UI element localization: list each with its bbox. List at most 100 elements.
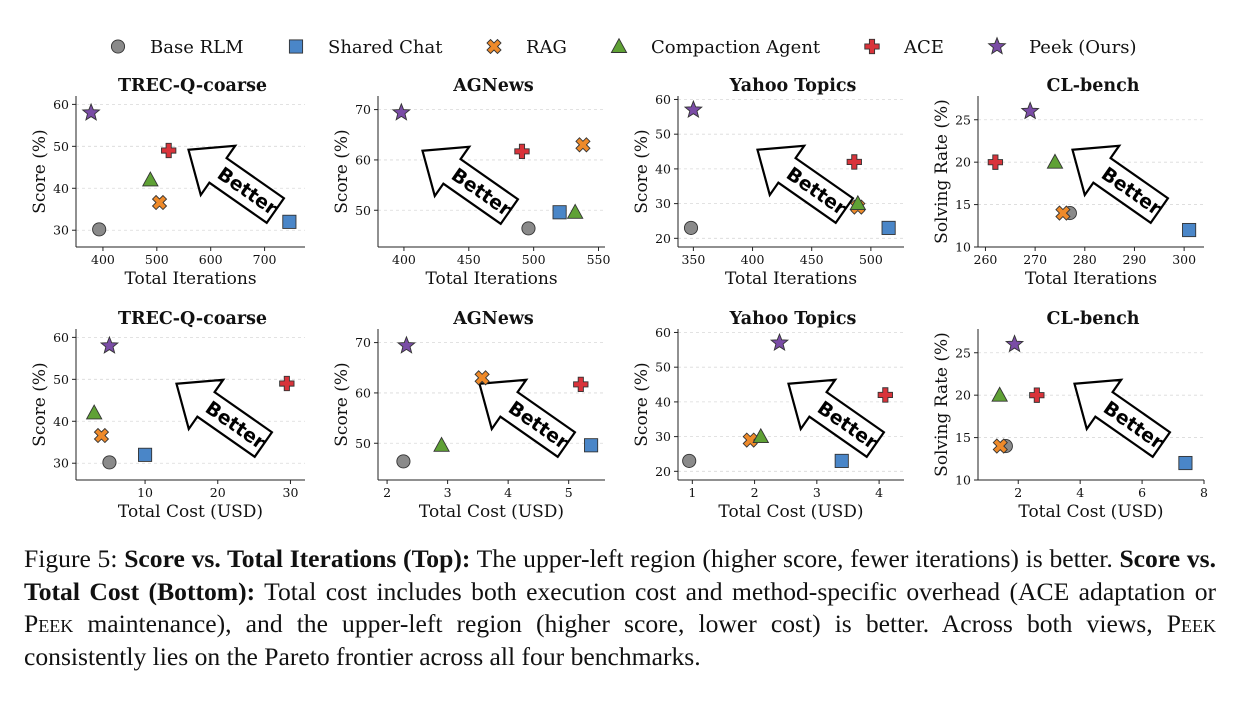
y-tick-label: 60: [355, 152, 371, 167]
x-axis-label: Total Cost (USD): [419, 502, 564, 522]
caption-text-top: The upper-left region (higher score, few…: [476, 544, 1113, 573]
caption-bold-top: Score vs. Total Iterations (Top):: [124, 544, 471, 573]
y-tick-label: 70: [355, 335, 371, 350]
point-ace: [1029, 387, 1045, 403]
y-tick-label: 30: [53, 223, 69, 238]
y-tick-label: 20: [955, 388, 971, 403]
point-compaction-agent: [141, 171, 159, 187]
point-shared-chat: [1178, 455, 1193, 471]
x-tick-label: 3: [813, 485, 821, 500]
panel-yahoo-topics-cost: Better 1 2 3 4 20 30 40 50 60 Yahoo Topics Total Co…: [632, 309, 904, 522]
legend-marker-circle: [110, 39, 126, 54]
legend: Base RLM Shared Chat RAG Compaction Agent AC…: [110, 36, 1136, 58]
legend-item-ace: ACE: [864, 37, 944, 58]
point-shared-chat: [1182, 222, 1197, 238]
legend-marker-x: [486, 38, 502, 55]
point-shared-chat: [552, 205, 567, 220]
point-base-rlm: [521, 221, 536, 236]
legend-item-rag: RAG: [486, 37, 567, 58]
figure-caption: Figure 5: Score vs. Total Iterations (To…: [24, 543, 1216, 673]
y-tick-label: 50: [655, 127, 671, 142]
x-tick-label: 10: [137, 485, 153, 500]
x-tick-label: 1: [688, 485, 696, 500]
point-compaction-agent: [752, 427, 770, 444]
x-axis-label: Total Cost (USD): [718, 502, 863, 522]
chart-panels: Better 400 500 600 700 30 40 50 60 TREC-Q-coarse T…: [30, 76, 1208, 522]
y-tick-label: 60: [355, 385, 371, 400]
y-axis-label: Score (%): [30, 362, 50, 446]
y-tick-label: 60: [53, 97, 69, 112]
point-peek-ours: [396, 335, 417, 354]
x-tick-label: 280: [1073, 252, 1097, 267]
point-base-rlm: [92, 222, 107, 237]
y-axis-label: Score (%): [30, 129, 50, 213]
x-tick-label: 2: [383, 485, 391, 500]
x-tick-label: 4: [1076, 485, 1084, 500]
x-tick-label: 20: [210, 485, 226, 500]
panel-title: AGNews: [452, 76, 534, 96]
legend-label: ACE: [903, 37, 944, 58]
point-compaction-agent: [85, 404, 103, 420]
panel-trec-q-coarse-cost: Better 10 20 30 30 40 50 60 TREC-Q-coarse Total C…: [30, 309, 305, 522]
point-rag: [742, 432, 758, 448]
legend-marker-triangle: [610, 37, 628, 53]
point-base-rlm: [682, 453, 697, 468]
point-ace: [161, 142, 177, 159]
better-arrow: Better: [787, 378, 886, 459]
x-tick-label: 300: [1172, 252, 1196, 267]
better-arrow: Better: [756, 144, 855, 225]
x-axis-label: Total Iterations: [725, 269, 857, 289]
point-shared-chat: [138, 447, 153, 462]
y-tick-label: 40: [655, 394, 671, 409]
y-tick-label: 50: [355, 203, 371, 218]
y-axis-label: Score (%): [332, 129, 352, 213]
y-tick-label: 25: [955, 345, 971, 360]
legend-label: Peek (Ours): [1029, 37, 1136, 58]
legend-item-shared-chat: Shared Chat: [288, 37, 443, 58]
x-tick-label: 450: [457, 252, 481, 267]
x-tick-label: 450: [800, 252, 824, 267]
point-ace: [573, 376, 589, 393]
point-peek-ours: [769, 332, 790, 352]
x-tick-label: 2: [751, 485, 759, 500]
panel-title: Yahoo Topics: [729, 309, 857, 329]
better-arrow: Better: [175, 378, 274, 459]
caption-text-bottom-b: maintenance), and the upper-left region …: [87, 609, 1153, 638]
y-tick-label: 20: [655, 464, 671, 479]
y-axis-label: Score (%): [632, 129, 652, 213]
better-arrow: Better: [187, 144, 286, 225]
y-tick-label: 40: [655, 161, 671, 176]
y-axis-label: Score (%): [632, 362, 652, 446]
y-tick-label: 30: [53, 456, 69, 471]
legend-marker-plus: [864, 38, 880, 55]
panel-title: AGNews: [452, 309, 534, 329]
panel-title: Yahoo Topics: [729, 76, 857, 96]
point-ace: [279, 375, 295, 392]
point-ace: [987, 154, 1004, 170]
x-tick-label: 270: [1023, 252, 1047, 267]
panel-title: TREC-Q-coarse: [118, 309, 267, 329]
legend-item-base-rlm: Base RLM: [110, 37, 244, 58]
x-tick-label: 400: [91, 252, 115, 267]
point-peek-ours: [1004, 334, 1025, 353]
y-tick-label: 20: [955, 155, 971, 170]
x-axis-label: Total Iterations: [1025, 269, 1157, 289]
y-tick-label: 50: [53, 139, 69, 154]
x-tick-label: 260: [974, 252, 998, 267]
point-compaction-agent: [849, 194, 867, 211]
panel-yahoo-topics-iterations: Better 350 400 450 500 20 30 40 50 60 Yahoo Topics…: [632, 76, 904, 289]
point-base-rlm: [396, 454, 411, 469]
y-tick-label: 10: [955, 240, 971, 255]
panel-title: CL-bench: [1047, 309, 1140, 329]
point-shared-chat: [584, 438, 599, 453]
y-tick-label: 40: [53, 181, 69, 196]
point-base-rlm: [102, 455, 117, 470]
caption-text-bottom-c: consistently lies on the Pareto frontier…: [24, 641, 701, 671]
legend-label: Compaction Agent: [651, 37, 821, 58]
point-shared-chat: [282, 214, 297, 229]
point-rag: [151, 194, 168, 211]
x-tick-label: 550: [587, 252, 611, 267]
x-axis-label: Total Cost (USD): [118, 502, 263, 522]
y-tick-label: 15: [955, 197, 971, 212]
